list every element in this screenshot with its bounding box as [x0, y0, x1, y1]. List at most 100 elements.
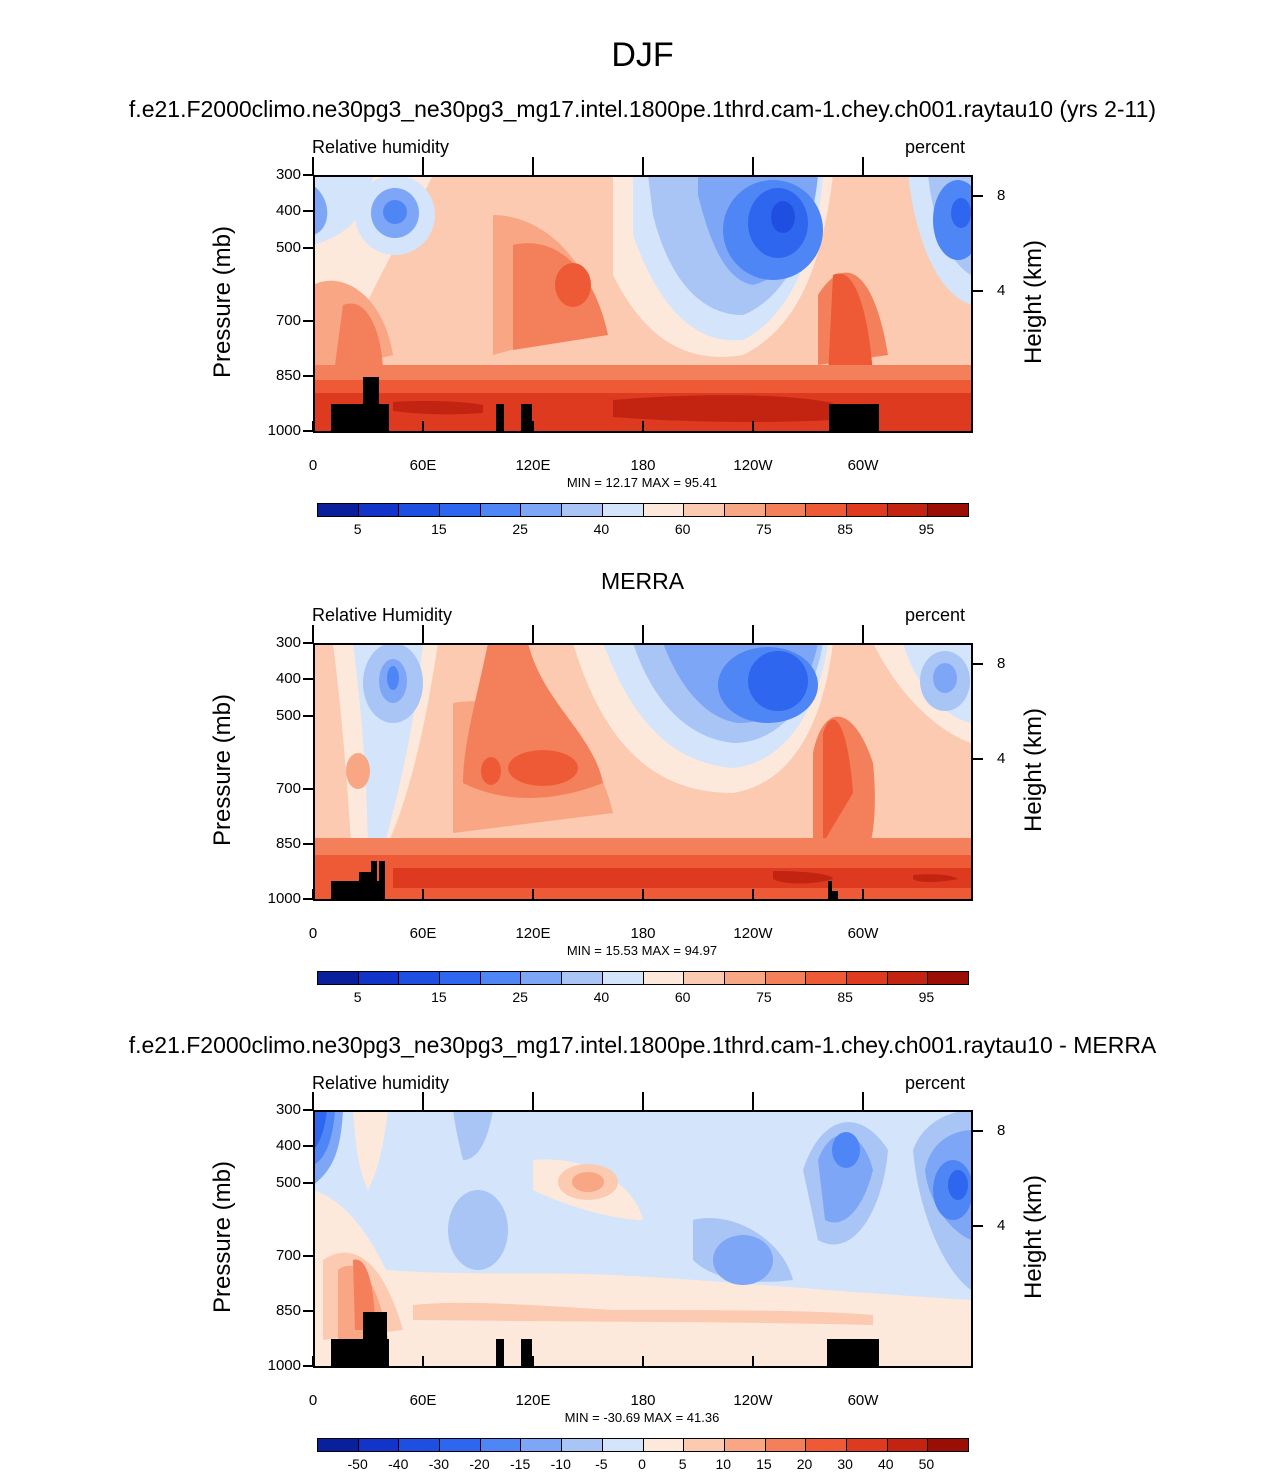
- colorbar-swatch: [724, 504, 766, 516]
- colorbar-label: -15: [510, 1456, 531, 1472]
- y-tick-label: 300: [275, 634, 301, 651]
- x-tick-label: 180: [630, 925, 656, 942]
- panel-title-diff: f.e21.F2000climo.ne30pg3_ne30pg3_mg17.in…: [128, 1032, 1157, 1058]
- colorbar-label: 95: [918, 521, 935, 537]
- y-tick-label: 700: [275, 780, 301, 797]
- panel2-colorbar: [317, 971, 969, 985]
- colorbar-swatch: [846, 1439, 888, 1451]
- panel1-field: [313, 175, 971, 431]
- x-tick-label: 0: [308, 457, 318, 474]
- x-tick-mark-top: [862, 625, 864, 643]
- x-tick-mark-top: [862, 157, 864, 175]
- panel1-plot: [313, 175, 973, 433]
- panel3-left-label: Relative humidity: [312, 1073, 450, 1093]
- x-tick-mark-top: [642, 625, 644, 643]
- y-tick-mark: [303, 715, 313, 717]
- y-tick-label: 300: [275, 166, 301, 183]
- colorbar-swatch: [440, 972, 481, 984]
- colorbar-label: 60: [674, 521, 691, 537]
- panel2-frame: [313, 643, 973, 901]
- colorbar-swatch: [562, 504, 603, 516]
- panel2-right-label: percent: [905, 605, 966, 625]
- x-tick-mark-top: [312, 625, 314, 643]
- colorbar-swatch: [562, 972, 603, 984]
- y-right-tick-label: 8: [997, 187, 1006, 204]
- figure-title: DJF: [611, 36, 674, 74]
- colorbar-swatch: [806, 972, 847, 984]
- colorbar-swatch: [521, 504, 563, 516]
- colorbar-label: 5: [678, 1456, 687, 1472]
- colorbar-swatch: [846, 504, 888, 516]
- colorbar-label: 30: [837, 1456, 853, 1472]
- x-tick-mark-bottom: [532, 1356, 534, 1366]
- colorbar-swatch: [724, 1439, 766, 1451]
- colorbar-label: -10: [550, 1456, 571, 1472]
- colorbar-label: 50: [918, 1456, 935, 1472]
- colorbar-label: 25: [512, 521, 528, 537]
- x-tick-mark-bottom: [312, 1356, 314, 1366]
- y-tick-label: 700: [275, 312, 301, 329]
- panel1-colorbar: [317, 503, 969, 517]
- panel3-colorbar: [317, 1438, 969, 1452]
- colorbar-label: 75: [756, 521, 772, 537]
- colorbar-label: 40: [877, 1456, 894, 1472]
- y-tick-mark: [303, 210, 313, 212]
- colorbar-swatch: [562, 1439, 603, 1451]
- x-tick-label: 180: [630, 1392, 656, 1409]
- colorbar-swatch: [643, 972, 685, 984]
- x-tick-mark-top: [422, 625, 424, 643]
- colorbar-swatch: [480, 1439, 522, 1451]
- panel3-field: [313, 1110, 971, 1366]
- colorbar-swatch: [602, 504, 644, 516]
- y-right-tick-mark: [971, 758, 983, 760]
- panel3-ylabel-left: Pressure (mb): [209, 1160, 236, 1314]
- x-tick-mark-top: [422, 1092, 424, 1110]
- x-tick-mark-bottom: [862, 421, 864, 431]
- colorbar-swatch: [887, 972, 929, 984]
- y-right-tick-mark: [971, 290, 983, 292]
- colorbar-swatch: [480, 504, 522, 516]
- colorbar-swatch: [643, 504, 685, 516]
- x-tick-label: 120E: [515, 925, 551, 942]
- x-tick-mark-bottom: [752, 421, 754, 431]
- colorbar-swatch: [928, 504, 968, 516]
- x-tick-label: 0: [308, 925, 318, 942]
- x-tick-label: 60W: [847, 1392, 879, 1409]
- colorbar-label: 60: [674, 989, 691, 1005]
- y-right-tick-mark: [971, 195, 983, 197]
- x-tick-mark-top: [532, 157, 534, 175]
- y-tick-label: 500: [275, 239, 301, 256]
- y-right-tick-mark: [971, 663, 983, 665]
- y-tick-mark: [303, 843, 313, 845]
- panel2-ylabel-left: Pressure (mb): [209, 693, 236, 847]
- colorbar-label: 10: [715, 1456, 732, 1472]
- y-tick-mark: [303, 1182, 313, 1184]
- x-tick-mark-bottom: [312, 889, 314, 899]
- panel3-frame: [313, 1110, 973, 1368]
- x-tick-label: 120E: [515, 457, 551, 474]
- y-right-tick-label: 4: [997, 282, 1006, 299]
- x-tick-label: 0: [308, 1392, 318, 1409]
- x-tick-mark-bottom: [642, 421, 644, 431]
- y-tick-mark: [303, 174, 313, 176]
- x-tick-mark-top: [422, 157, 424, 175]
- y-tick-mark: [303, 1255, 313, 1257]
- colorbar-swatch: [806, 504, 847, 516]
- colorbar-label: 15: [431, 989, 447, 1005]
- colorbar-swatch: [643, 1439, 685, 1451]
- colorbar-swatch: [887, 1439, 929, 1451]
- colorbar-label: 95: [918, 989, 935, 1005]
- x-tick-label: 60E: [409, 1392, 437, 1409]
- panel3-plot: [313, 1110, 973, 1368]
- y-tick-label: 1000: [267, 890, 301, 907]
- x-tick-mark-bottom: [862, 889, 864, 899]
- x-tick-mark-top: [312, 1092, 314, 1110]
- colorbar-swatch: [765, 1439, 807, 1451]
- x-tick-mark-bottom: [642, 889, 644, 899]
- colorbar-swatch: [521, 972, 563, 984]
- colorbar-swatch: [887, 504, 929, 516]
- x-tick-mark-bottom: [752, 1356, 754, 1366]
- x-tick-mark-top: [642, 157, 644, 175]
- y-tick-label: 400: [275, 202, 301, 219]
- x-tick-mark-top: [532, 625, 534, 643]
